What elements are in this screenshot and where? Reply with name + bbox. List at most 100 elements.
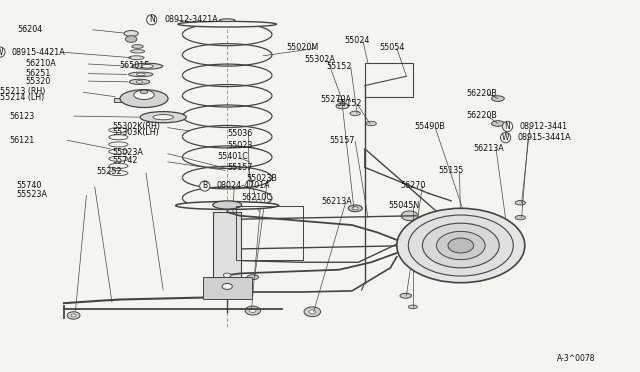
Text: N: N [505, 122, 510, 131]
Ellipse shape [109, 128, 128, 132]
Text: 56210C: 56210C [241, 193, 272, 202]
Text: 55742: 55742 [112, 156, 138, 165]
Circle shape [222, 244, 239, 254]
Text: 55252: 55252 [96, 167, 122, 176]
Ellipse shape [131, 50, 145, 53]
Text: 08024-4701A: 08024-4701A [216, 182, 270, 190]
Ellipse shape [515, 215, 525, 220]
Ellipse shape [129, 79, 150, 84]
Ellipse shape [136, 80, 143, 83]
Text: 08912-3441: 08912-3441 [519, 122, 567, 131]
Ellipse shape [220, 204, 234, 207]
Ellipse shape [492, 121, 504, 126]
Text: 55401C: 55401C [218, 153, 248, 161]
Ellipse shape [408, 305, 417, 309]
Text: 55302A: 55302A [304, 55, 335, 64]
Bar [365, 63, 413, 97]
Ellipse shape [212, 201, 242, 209]
Text: 55135: 55135 [438, 166, 464, 175]
Text: 56270: 56270 [400, 181, 426, 190]
FancyBboxPatch shape [213, 212, 241, 290]
Circle shape [422, 223, 499, 268]
Ellipse shape [134, 90, 154, 99]
Ellipse shape [109, 156, 128, 161]
Ellipse shape [352, 207, 358, 210]
Text: 55036: 55036 [227, 129, 252, 138]
Circle shape [401, 241, 418, 250]
Text: B: B [202, 182, 207, 190]
Text: 55024: 55024 [344, 36, 370, 45]
Text: A-3^0078: A-3^0078 [557, 355, 595, 363]
Ellipse shape [178, 203, 276, 207]
Text: 55523A: 55523A [16, 190, 47, 199]
Circle shape [67, 312, 80, 319]
Circle shape [408, 215, 513, 276]
Text: 56220B: 56220B [466, 89, 497, 97]
Ellipse shape [132, 63, 163, 69]
Ellipse shape [109, 163, 128, 169]
Ellipse shape [515, 201, 525, 205]
Ellipse shape [141, 64, 153, 68]
Text: 56121: 56121 [10, 136, 35, 145]
Ellipse shape [129, 72, 153, 77]
Ellipse shape [109, 135, 128, 140]
Ellipse shape [492, 96, 504, 101]
Ellipse shape [350, 111, 360, 116]
Ellipse shape [136, 73, 145, 76]
Ellipse shape [153, 115, 173, 120]
Ellipse shape [140, 112, 186, 123]
Text: 55214 (LH): 55214 (LH) [0, 93, 44, 102]
Text: 08915-3441A: 08915-3441A [517, 133, 571, 142]
Ellipse shape [501, 226, 510, 230]
Circle shape [397, 208, 525, 283]
Circle shape [222, 215, 239, 224]
FancyBboxPatch shape [216, 234, 239, 243]
Text: 08915-4421A: 08915-4421A [12, 48, 65, 57]
FancyBboxPatch shape [114, 98, 122, 102]
Text: 56251: 56251 [26, 69, 51, 78]
Text: 55303K(LH): 55303K(LH) [112, 128, 159, 137]
Ellipse shape [129, 56, 144, 60]
Text: 55054: 55054 [379, 43, 404, 52]
Text: 55023: 55023 [227, 141, 253, 150]
Circle shape [71, 314, 76, 317]
Circle shape [401, 211, 418, 221]
Circle shape [250, 309, 256, 312]
Text: 08912-3421A: 08912-3421A [164, 15, 218, 24]
Text: 56204: 56204 [17, 25, 42, 33]
Text: 55152: 55152 [336, 99, 362, 108]
Circle shape [245, 306, 260, 315]
Ellipse shape [348, 205, 362, 212]
Ellipse shape [132, 45, 143, 48]
Text: 56210A: 56210A [26, 60, 56, 68]
Ellipse shape [400, 293, 412, 298]
Ellipse shape [178, 21, 276, 27]
Ellipse shape [218, 225, 237, 232]
Ellipse shape [109, 149, 128, 154]
Circle shape [223, 273, 231, 278]
Text: 55490B: 55490B [415, 122, 445, 131]
Text: 56213A: 56213A [321, 198, 352, 206]
Ellipse shape [109, 142, 128, 147]
Ellipse shape [336, 103, 349, 109]
Text: 56213A: 56213A [474, 144, 504, 153]
Circle shape [436, 231, 485, 260]
Text: 56220B: 56220B [466, 111, 497, 120]
Text: 55213 (RH): 55213 (RH) [0, 87, 45, 96]
Ellipse shape [247, 275, 259, 280]
Text: 55045N: 55045N [388, 201, 420, 210]
Ellipse shape [109, 171, 128, 176]
Bar [236, 206, 303, 260]
Ellipse shape [460, 214, 472, 219]
Text: 56501E: 56501E [120, 61, 150, 70]
Ellipse shape [175, 202, 279, 209]
Ellipse shape [124, 31, 138, 36]
Text: W: W [0, 48, 4, 57]
Text: 55023B: 55023B [246, 174, 277, 183]
Text: 55302K(RH): 55302K(RH) [112, 122, 160, 131]
Ellipse shape [366, 121, 376, 126]
Circle shape [309, 310, 316, 314]
Text: 55020M: 55020M [287, 43, 319, 52]
Text: 55023A: 55023A [112, 148, 143, 157]
Text: 55320: 55320 [26, 77, 51, 86]
